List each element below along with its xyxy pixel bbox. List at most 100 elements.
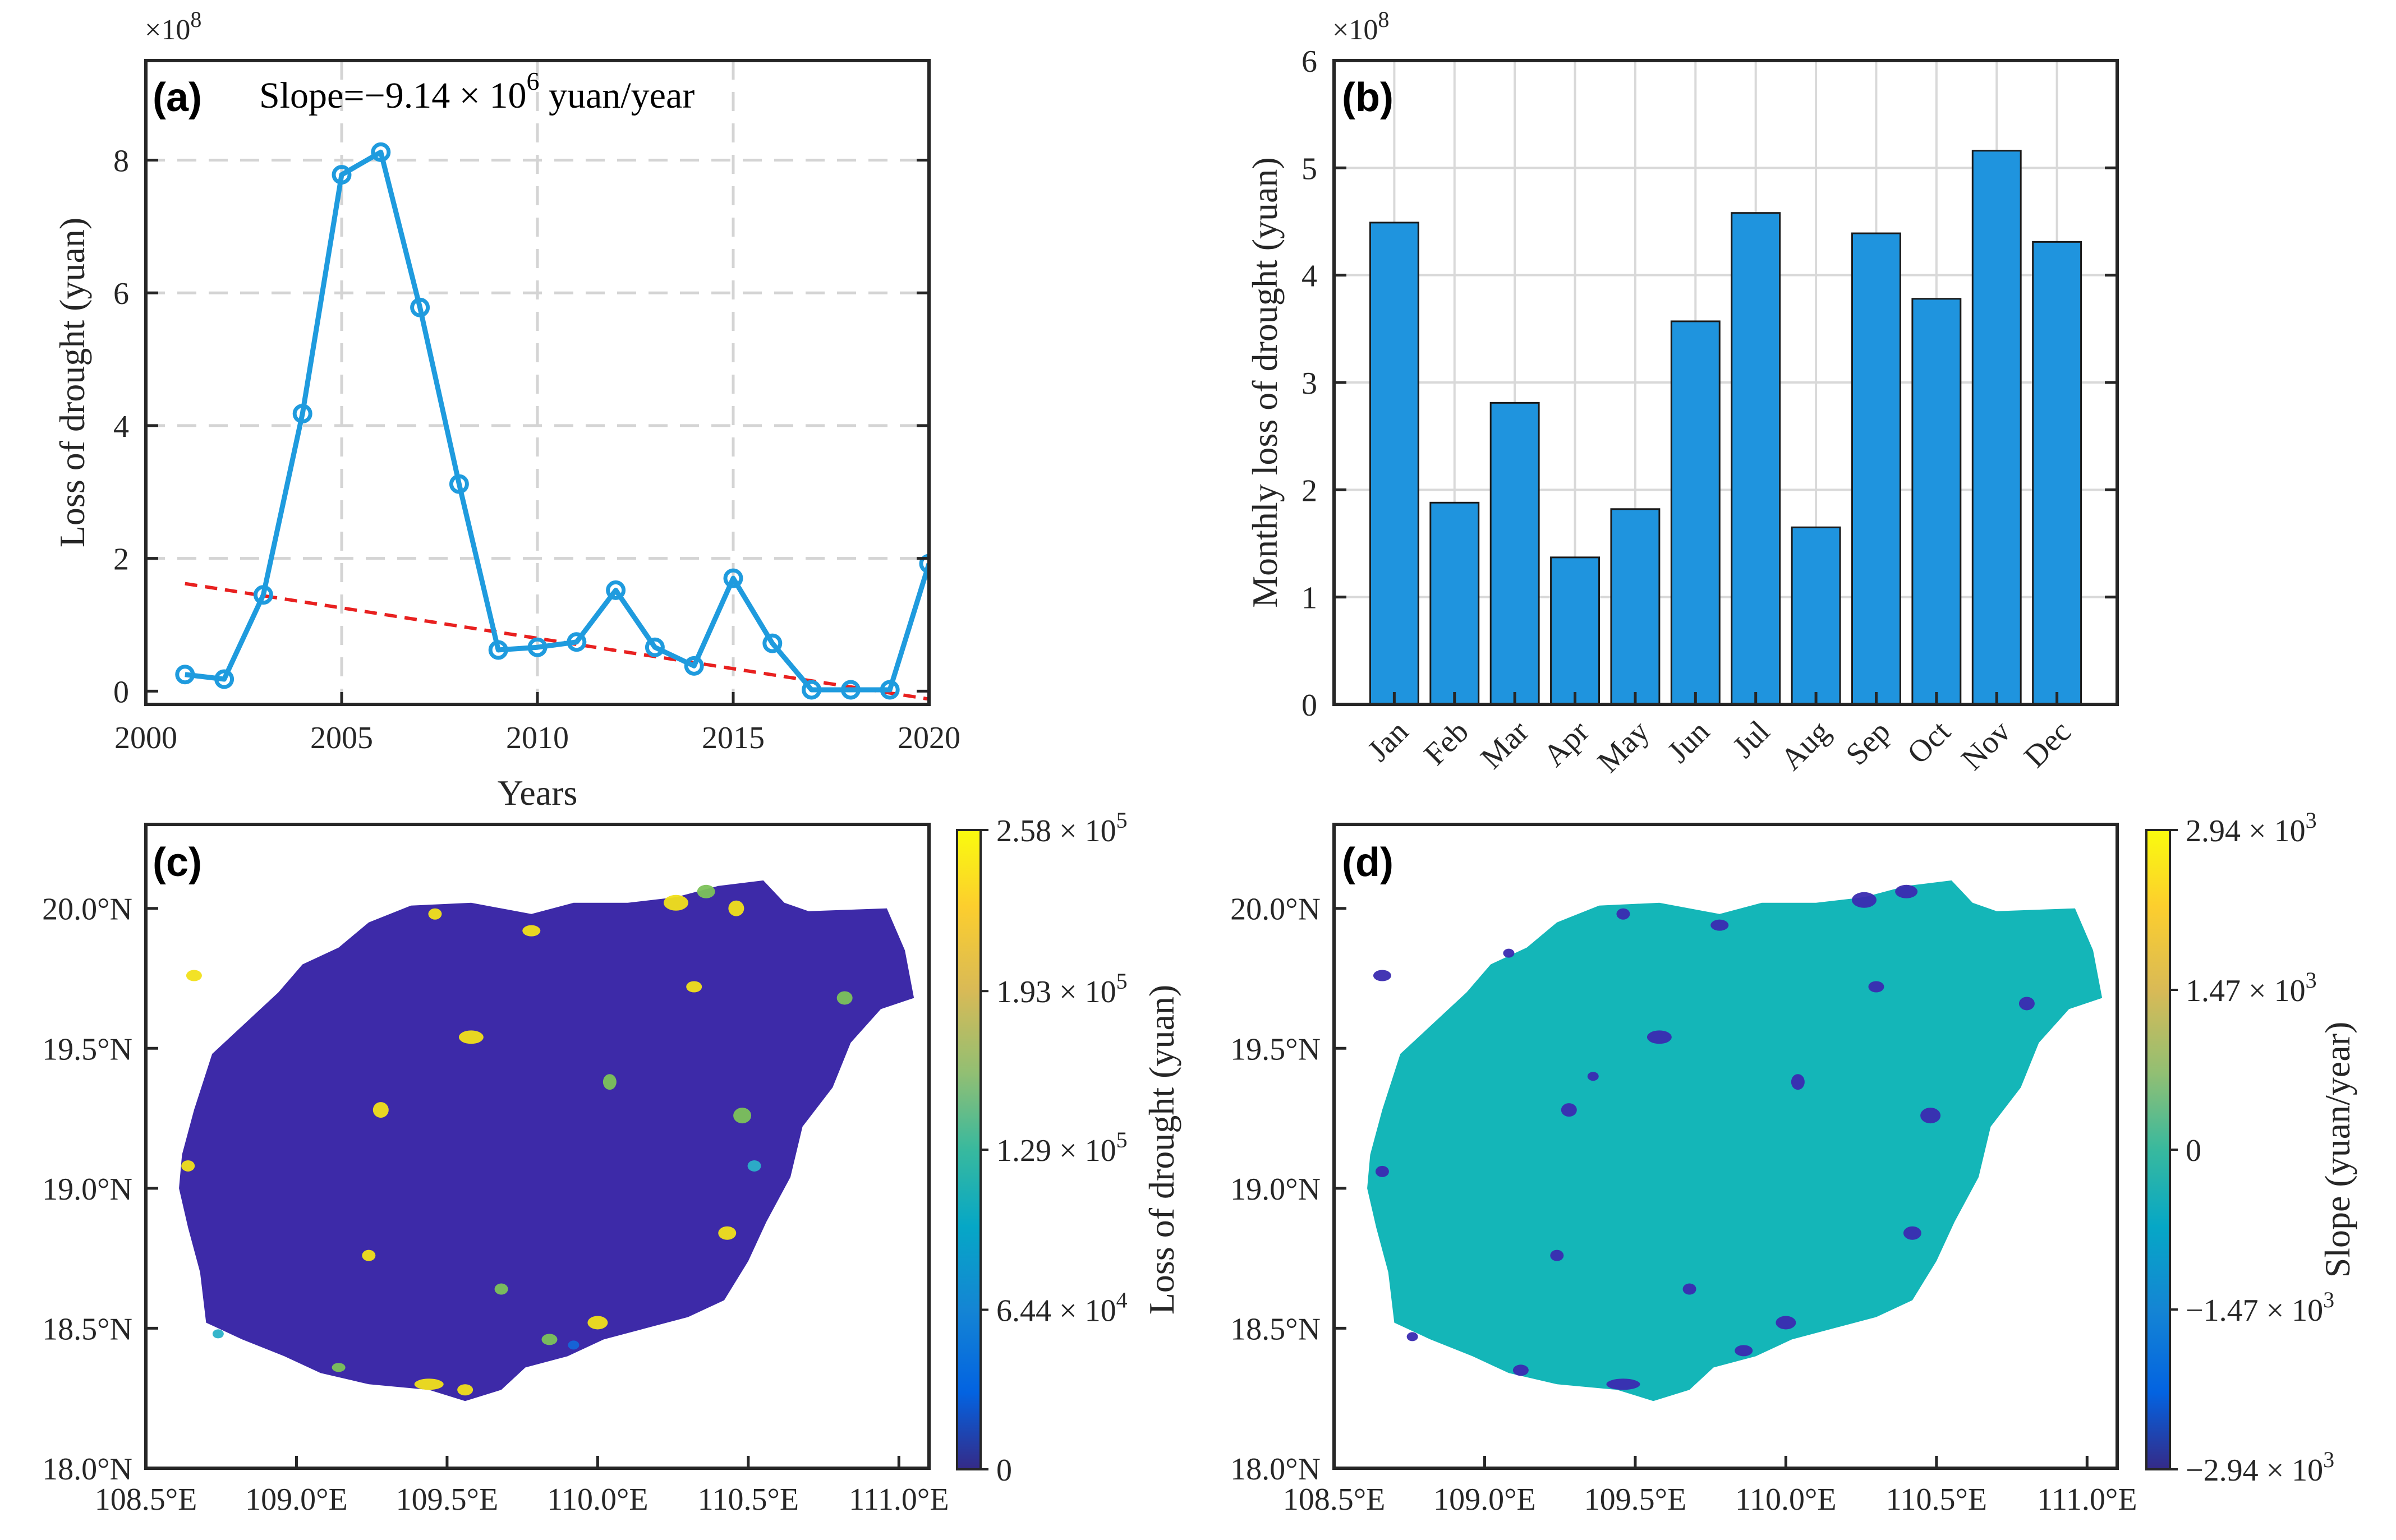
panel-d-colorbar xyxy=(2145,829,2171,1470)
hotspot-slope xyxy=(1868,981,1884,993)
panel-b-x-tick-label: Jun xyxy=(1661,714,1717,769)
hotspot-slope xyxy=(1587,1072,1599,1081)
panel-d-y-tick-label: 20.0°N xyxy=(1230,892,1321,927)
hotspot-loss xyxy=(457,1384,473,1396)
hotspot-loss xyxy=(747,1160,761,1172)
panel-b-bar xyxy=(1791,526,1841,706)
hotspot-loss xyxy=(697,884,715,898)
panel-a-data-point xyxy=(292,404,312,424)
panel-a-data-point xyxy=(332,165,352,185)
panel-a-tag: (a) xyxy=(153,75,202,120)
panel-c-colorbar-tick-label: 6.44 × 104 xyxy=(996,1287,1128,1328)
panel-c-colorbar-label: Loss of drought (yuan) xyxy=(1142,985,1181,1315)
hotspot-loss xyxy=(587,1316,608,1330)
hotspot-loss xyxy=(458,1030,484,1044)
panel-b-x-tick-label: May xyxy=(1591,714,1656,779)
hotspot-loss xyxy=(568,1340,580,1350)
panel-a-x-tick-label: 2000 xyxy=(114,721,177,755)
panel-d-x-tick-label: 110.0°E xyxy=(1735,1482,1837,1517)
panel-d-x-tick-label: 109.5°E xyxy=(1584,1482,1687,1517)
panel-b-y-exponent: ×108 xyxy=(1332,7,1389,46)
panel-d-colorbar-label: Slope (yuan/year) xyxy=(2317,1022,2357,1278)
panel-a-data-point xyxy=(253,585,273,605)
panel-d-colorbar-tick-label: −2.94 × 103 xyxy=(2186,1447,2334,1488)
panel-c-colorbar-tick-label: 0 xyxy=(996,1453,1012,1488)
panel-a-data-point xyxy=(449,474,469,494)
panel-d-y-tick-label: 19.0°N xyxy=(1230,1172,1321,1207)
hotspot-slope xyxy=(1406,1332,1418,1341)
panel-c-x-tick-label: 109.0°E xyxy=(245,1482,348,1517)
panel-c-x-tick-label: 111.0°E xyxy=(849,1482,949,1517)
panel-a-gridlines xyxy=(146,61,929,704)
panel-b-y-tick-label: 5 xyxy=(1302,151,1317,186)
hotspot-slope xyxy=(1776,1316,1796,1330)
panel-a-y-tick-label: 2 xyxy=(113,542,129,577)
panel-a-data-point xyxy=(175,665,195,685)
hotspot-loss xyxy=(836,991,853,1005)
hotspot-slope xyxy=(1561,1103,1577,1117)
panel-b-bar xyxy=(1550,556,1600,706)
hotspot-loss xyxy=(186,970,202,981)
panel-c-y-tick-label: 19.5°N xyxy=(42,1032,132,1067)
panel-d-x-tick-label: 110.5°E xyxy=(1886,1482,1988,1517)
panel-d-y-tick-label: 18.0°N xyxy=(1230,1452,1321,1487)
panel-a-line-chart: 0 2 4 6 8 2000 2005 2010 2015 2020 (a) Slope=−9.1… xyxy=(52,7,960,813)
hotspot-loss xyxy=(686,981,702,993)
panel-c-map: 108.5°E 109.0°E 109.5°E 110.0°E 110.5°E 111.0… xyxy=(42,808,1181,1517)
panel-a-data-point xyxy=(214,669,234,689)
panel-a-data-point xyxy=(684,656,704,676)
panel-b-x-tick-label: Aug xyxy=(1774,714,1837,777)
panel-b-x-tick-label: Feb xyxy=(1418,714,1475,772)
hotspot-slope xyxy=(1503,948,1515,958)
panel-a-y-exponent: ×108 xyxy=(145,7,201,46)
panel-c-ticks: 108.5°E 109.0°E 109.5°E 110.0°E 110.5°E 111.0… xyxy=(42,892,949,1517)
panel-d-map: 108.5°E 109.0°E 109.5°E 110.0°E 110.5°E 111.0… xyxy=(1230,808,2357,1517)
panel-a-frame xyxy=(144,59,931,706)
hotspot-loss xyxy=(603,1074,617,1090)
hotspot-loss xyxy=(522,925,541,937)
panel-b-bar xyxy=(1369,222,1419,706)
panel-b-x-tick-label: Apr xyxy=(1537,714,1596,773)
hotspot-slope xyxy=(1375,1165,1389,1177)
panel-d-x-tick-label: 109.0°E xyxy=(1433,1482,1536,1517)
hotspot-loss xyxy=(733,1108,752,1124)
panel-b-y-tick-label: 1 xyxy=(1302,581,1317,616)
hotspot-slope xyxy=(1606,1378,1640,1390)
hotspot-slope xyxy=(1791,1074,1805,1090)
panel-a-trend-line-segment xyxy=(185,582,930,701)
panel-a-data-point xyxy=(802,680,822,700)
panel-a-data-point xyxy=(606,580,626,600)
panel-b-bar xyxy=(1851,232,1901,706)
panel-a-data-point xyxy=(488,640,508,660)
panel-c-x-tick-label: 110.0°E xyxy=(547,1482,649,1517)
panel-c-y-tick-label: 18.5°N xyxy=(42,1312,132,1347)
hotspot-slope xyxy=(1616,908,1630,920)
panel-a-x-tick-label: 2015 xyxy=(702,721,765,755)
hotspot-slope xyxy=(1550,1249,1564,1261)
hotspot-loss xyxy=(728,900,744,916)
panel-a-x-tick-label: 2020 xyxy=(898,721,960,755)
panel-b-bar xyxy=(1489,402,1540,706)
panel-b-x-tick-label: Jan xyxy=(1361,714,1415,768)
hotspot-slope xyxy=(1647,1030,1672,1044)
panel-b-bar xyxy=(1610,508,1661,706)
panel-b-y-tick-label: 6 xyxy=(1302,44,1317,79)
hotspot-loss xyxy=(372,1102,389,1118)
panel-a-data-point xyxy=(840,680,861,700)
panel-b-x-tick-label: Oct xyxy=(1901,714,1957,771)
panel-c-hotspots xyxy=(181,884,853,1396)
panel-a-slope-annotation: Slope=−9.14 × 106 yuan/year xyxy=(259,67,695,116)
panel-c-frame xyxy=(144,823,931,1470)
panel-c-x-tick-label: 110.5°E xyxy=(698,1482,799,1517)
panel-a-data-point xyxy=(410,297,430,317)
panel-a-y-axis-label: Loss of drought (yuan) xyxy=(52,218,92,547)
panel-a-y-tick-label: 0 xyxy=(113,675,129,709)
panel-a-series-line xyxy=(185,149,929,693)
panel-d-colorbar-tick-label: 0 xyxy=(2186,1133,2201,1168)
panel-c-colorbar-tick-label: 2.58 × 105 xyxy=(996,808,1128,849)
panel-d-frame xyxy=(1332,823,2119,1470)
panel-d-colorbar-tick-label: −1.47 × 103 xyxy=(2186,1287,2334,1328)
panel-b-x-tick-label: Dec xyxy=(2017,714,2078,774)
